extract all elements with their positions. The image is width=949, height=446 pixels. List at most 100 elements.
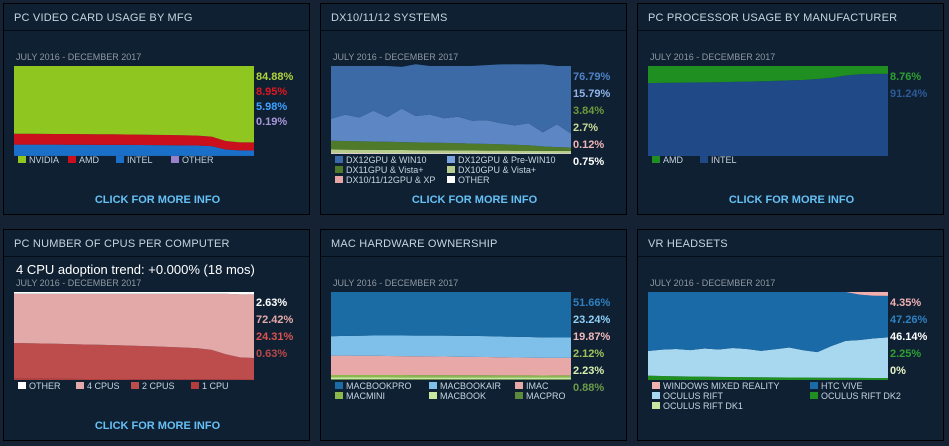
- legend-label-amd: AMD: [79, 155, 100, 165]
- value-label: 8.76%: [890, 71, 921, 83]
- area-series-4-cpus: [14, 293, 254, 359]
- value-label: 47.26%: [890, 314, 928, 326]
- value-label: 4.35%: [890, 297, 921, 309]
- area-series-htc-vive: [648, 292, 888, 353]
- value-label: 2.25%: [890, 348, 921, 360]
- value-label: 46.14%: [890, 331, 928, 343]
- panel-dx-systems: DX10/11/12 SYSTEMS JULY 2016 - DECEMBER …: [320, 3, 627, 215]
- more-info-link[interactable]: CLICK FOR MORE INFO: [94, 420, 221, 432]
- legend-swatch-macbook: [429, 392, 437, 399]
- title-divider: [4, 30, 309, 31]
- chart-video-card: JULY 2016 - DECEMBER 2017 84.88% 8.95% 5.98…: [14, 52, 294, 165]
- legend-swatch-other: [18, 382, 26, 389]
- panel-title: MAC HARDWARE OWNERSHIP: [331, 238, 498, 250]
- panel-title: DX10/11/12 SYSTEMS: [331, 12, 448, 24]
- legend-swatch-2-cpus: [131, 382, 139, 389]
- panel-video-card: PC VIDEO CARD USAGE BY MFG JULY 2016 - D…: [3, 3, 310, 215]
- value-label: 76.79%: [573, 71, 611, 83]
- value-label: 0.88%: [573, 382, 604, 394]
- area-series-other: [331, 153, 571, 154]
- legend-swatch-macmini: [335, 392, 343, 399]
- title-divider: [638, 30, 943, 31]
- chart-processor: JULY 2016 - DECEMBER 2017 8.76% 91.24% AMD I…: [648, 52, 928, 165]
- headline-text: 4 CPU adoption trend: +0.000% (18 mos): [16, 262, 255, 277]
- legend-label-oculus-rift-dk2: OCULUS RIFT DK2: [821, 391, 901, 401]
- legend-label-other: OTHER: [29, 381, 61, 391]
- area-series-amd: [14, 133, 254, 151]
- area-series-imac: [331, 355, 571, 376]
- title-divider: [321, 30, 626, 31]
- area-series-2-cpus: [14, 343, 254, 380]
- panel-title: PC NUMBER OF CPUS PER COMPUTER: [14, 238, 230, 250]
- legend-label-dx12gpu-win10: DX12GPU & WIN10: [346, 155, 427, 165]
- date-range-label: JULY 2016 - DECEMBER 2017: [333, 278, 458, 288]
- value-label: 19.87%: [573, 331, 611, 343]
- more-info-link[interactable]: CLICK FOR MORE INFO: [728, 194, 855, 206]
- legend-label-dx11gpu-vista: DX11GPU & Vista+: [346, 165, 423, 175]
- date-range-label: JULY 2016 - DECEMBER 2017: [650, 52, 775, 62]
- area-series-1-cpu: [14, 378, 254, 380]
- value-label: 51.66%: [573, 297, 611, 309]
- legend-swatch-nvidia: [18, 156, 26, 163]
- legend-swatch-dx10gpu-vista: [447, 166, 455, 173]
- legend-label-macbookpro: MACBOOKPRO: [346, 381, 412, 391]
- legend-label-macmini: MACMINI: [346, 391, 385, 401]
- area-series-other: [14, 292, 254, 295]
- legend-swatch-other: [171, 156, 179, 163]
- legend-label-nvidia: NVIDIA: [29, 155, 59, 165]
- area-series-dx12gpu-win10: [331, 64, 571, 134]
- chart-vr: JULY 2016 - DECEMBER 2017 4.35% 47.26% 46.1…: [648, 278, 928, 411]
- chart-cpus: 4 CPU adoption trend: +0.000% (18 mos)JU…: [14, 262, 294, 391]
- value-label: 0%: [890, 365, 906, 377]
- legend-swatch-amd: [68, 156, 76, 163]
- value-label: 8.95%: [256, 86, 287, 98]
- legend-swatch-amd: [652, 156, 660, 163]
- value-label: 0.12%: [573, 139, 604, 151]
- legend-label-imac: IMAC: [526, 381, 549, 391]
- date-range-label: JULY 2016 - DECEMBER 2017: [333, 52, 458, 62]
- legend-label-macpro: MACPRO: [526, 391, 566, 401]
- legend-label-4-cpus: 4 CPUS: [87, 381, 120, 391]
- legend-label-amd: AMD: [663, 155, 684, 165]
- value-label: 23.24%: [573, 314, 611, 326]
- legend-label-dx10-11-12gpu-xp: DX10/11/12GPU & XP: [346, 175, 435, 185]
- value-label: 84.88%: [256, 71, 294, 83]
- legend-label-oculus-rift-dk1: OCULUS RIFT DK1: [663, 401, 743, 411]
- panel-processor: PC PROCESSOR USAGE BY MANUFACTURER JULY …: [637, 3, 944, 215]
- more-info-link[interactable]: CLICK FOR MORE INFO: [411, 194, 538, 206]
- legend-swatch-htc-vive: [810, 382, 818, 389]
- panel-vr: VR HEADSETS JULY 2016 - DECEMBER 2017 4.3…: [637, 229, 944, 441]
- legend-swatch-dx12gpu-win10: [335, 156, 343, 163]
- legend-label-macbook: MACBOOK: [440, 391, 486, 401]
- panel-title: PC PROCESSOR USAGE BY MANUFACTURER: [648, 12, 898, 24]
- legend-label-macbookair: MACBOOKAIR: [440, 381, 502, 391]
- legend-label-2-cpus: 2 CPUS: [142, 381, 175, 391]
- legend-swatch-intel: [116, 156, 124, 163]
- legend-swatch-dx11gpu-vista: [335, 166, 343, 173]
- more-info-link[interactable]: CLICK FOR MORE INFO: [94, 194, 221, 206]
- area-series-nvidia: [14, 66, 254, 143]
- value-label: 2.12%: [573, 348, 604, 360]
- legend-swatch-dx12gpu-pre-win10: [447, 156, 455, 163]
- value-label: 3.84%: [573, 105, 604, 117]
- legend-swatch-dx10-11-12gpu-xp: [335, 176, 343, 183]
- area-series-macmini: [331, 374, 571, 378]
- value-label: 0.63%: [256, 348, 287, 360]
- legend-label-intel: INTEL: [127, 155, 153, 165]
- value-label: 5.98%: [256, 101, 287, 113]
- area-series-macpro: [331, 379, 571, 380]
- value-label: 72.42%: [256, 314, 294, 326]
- chart-mac: JULY 2016 - DECEMBER 2017 51.66% 23.24% 19.…: [331, 278, 611, 401]
- area-series-macbookair: [331, 335, 571, 358]
- value-label: 2.7%: [573, 122, 598, 134]
- legend-label-other: OTHER: [458, 175, 490, 185]
- area-series-macbookpro: [331, 292, 571, 338]
- area-series-oculus-rift-dk2: [648, 375, 888, 380]
- area-series-amd: [648, 66, 888, 84]
- value-label: 15.79%: [573, 88, 611, 100]
- legend-label-intel: INTEL: [711, 155, 737, 165]
- legend-label-1-cpu: 1 CPU: [202, 381, 229, 391]
- panel-cpus: PC NUMBER OF CPUS PER COMPUTER 4 CPU ado…: [3, 229, 310, 441]
- legend-swatch-intel: [700, 156, 708, 163]
- legend-swatch-other: [447, 176, 455, 183]
